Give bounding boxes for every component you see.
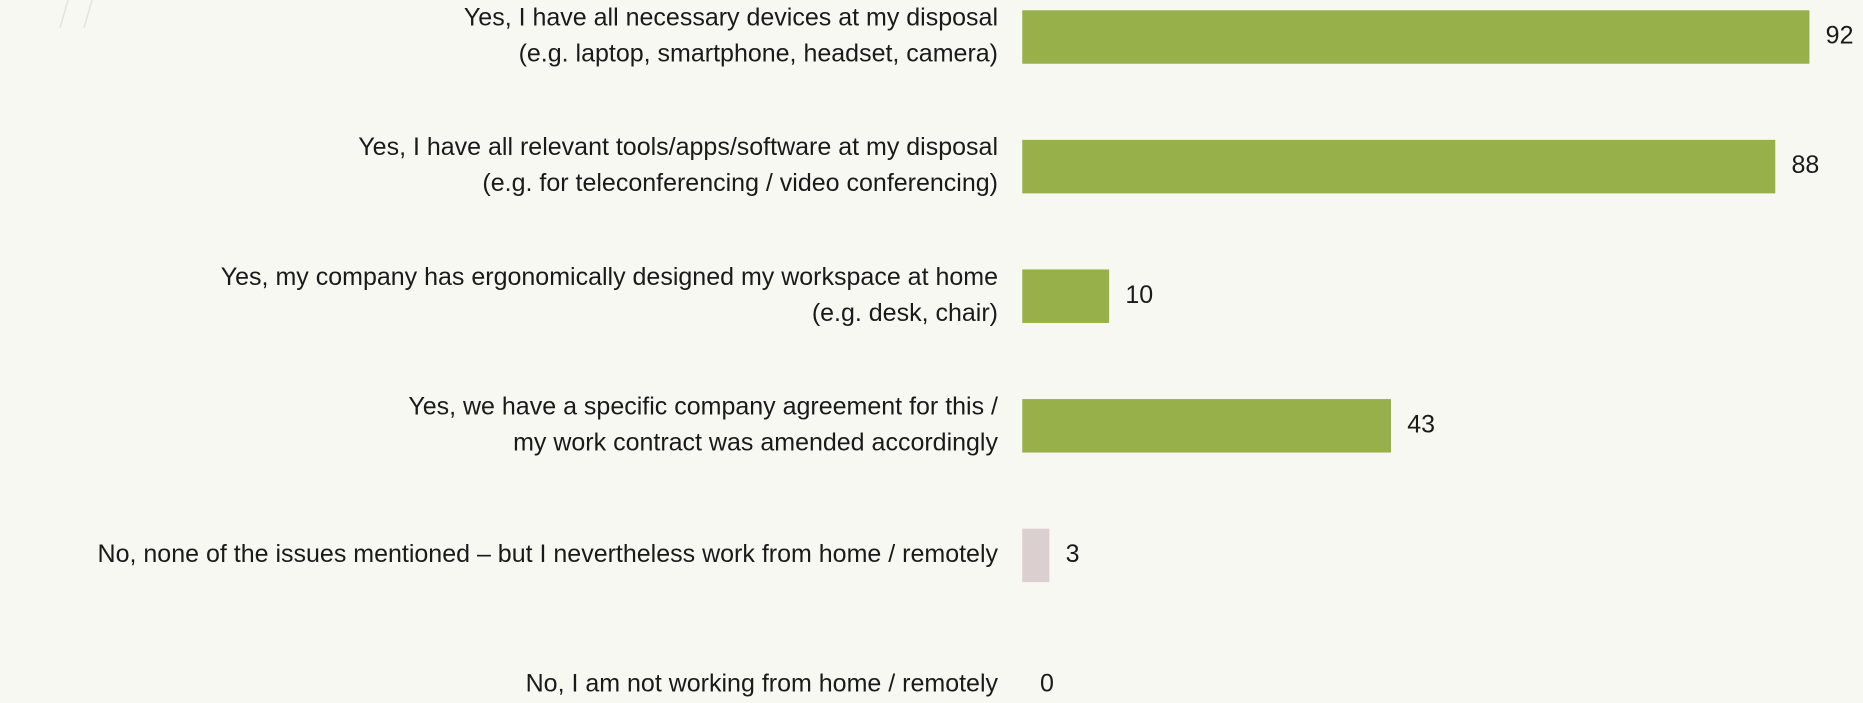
- category-label: No, none of the issues mentioned – but I…: [98, 540, 999, 568]
- value-label: 10: [1125, 281, 1153, 309]
- category-label: Yes, my company has ergonomically design…: [221, 263, 998, 291]
- value-label: 3: [1066, 540, 1080, 568]
- value-label: 92: [1826, 22, 1854, 50]
- value-label: 43: [1407, 410, 1435, 438]
- category-label: Yes, I have all necessary devices at my …: [464, 4, 998, 32]
- category-label: (e.g. laptop, smartphone, headset, camer…: [519, 40, 998, 68]
- bar: [1022, 269, 1110, 323]
- decoration: [83, 0, 93, 29]
- category-label: my work contract was amended accordingly: [513, 428, 998, 456]
- value-label: 88: [1792, 151, 1820, 179]
- bar: [1022, 139, 1776, 194]
- category-label: Yes, we have a specific company agreemen…: [408, 392, 998, 420]
- value-label: 0: [1040, 670, 1054, 698]
- decoration: [59, 0, 69, 29]
- category-label: No, I am not working from home / remotel…: [526, 670, 999, 698]
- category-label: Yes, I have all relevant tools/apps/soft…: [358, 133, 998, 161]
- category-label: (e.g. for teleconferencing / video confe…: [482, 169, 998, 197]
- bar: [1022, 10, 1810, 64]
- bar: [1022, 399, 1391, 453]
- category-label: (e.g. desk, chair): [812, 299, 998, 327]
- bar: [1022, 528, 1050, 583]
